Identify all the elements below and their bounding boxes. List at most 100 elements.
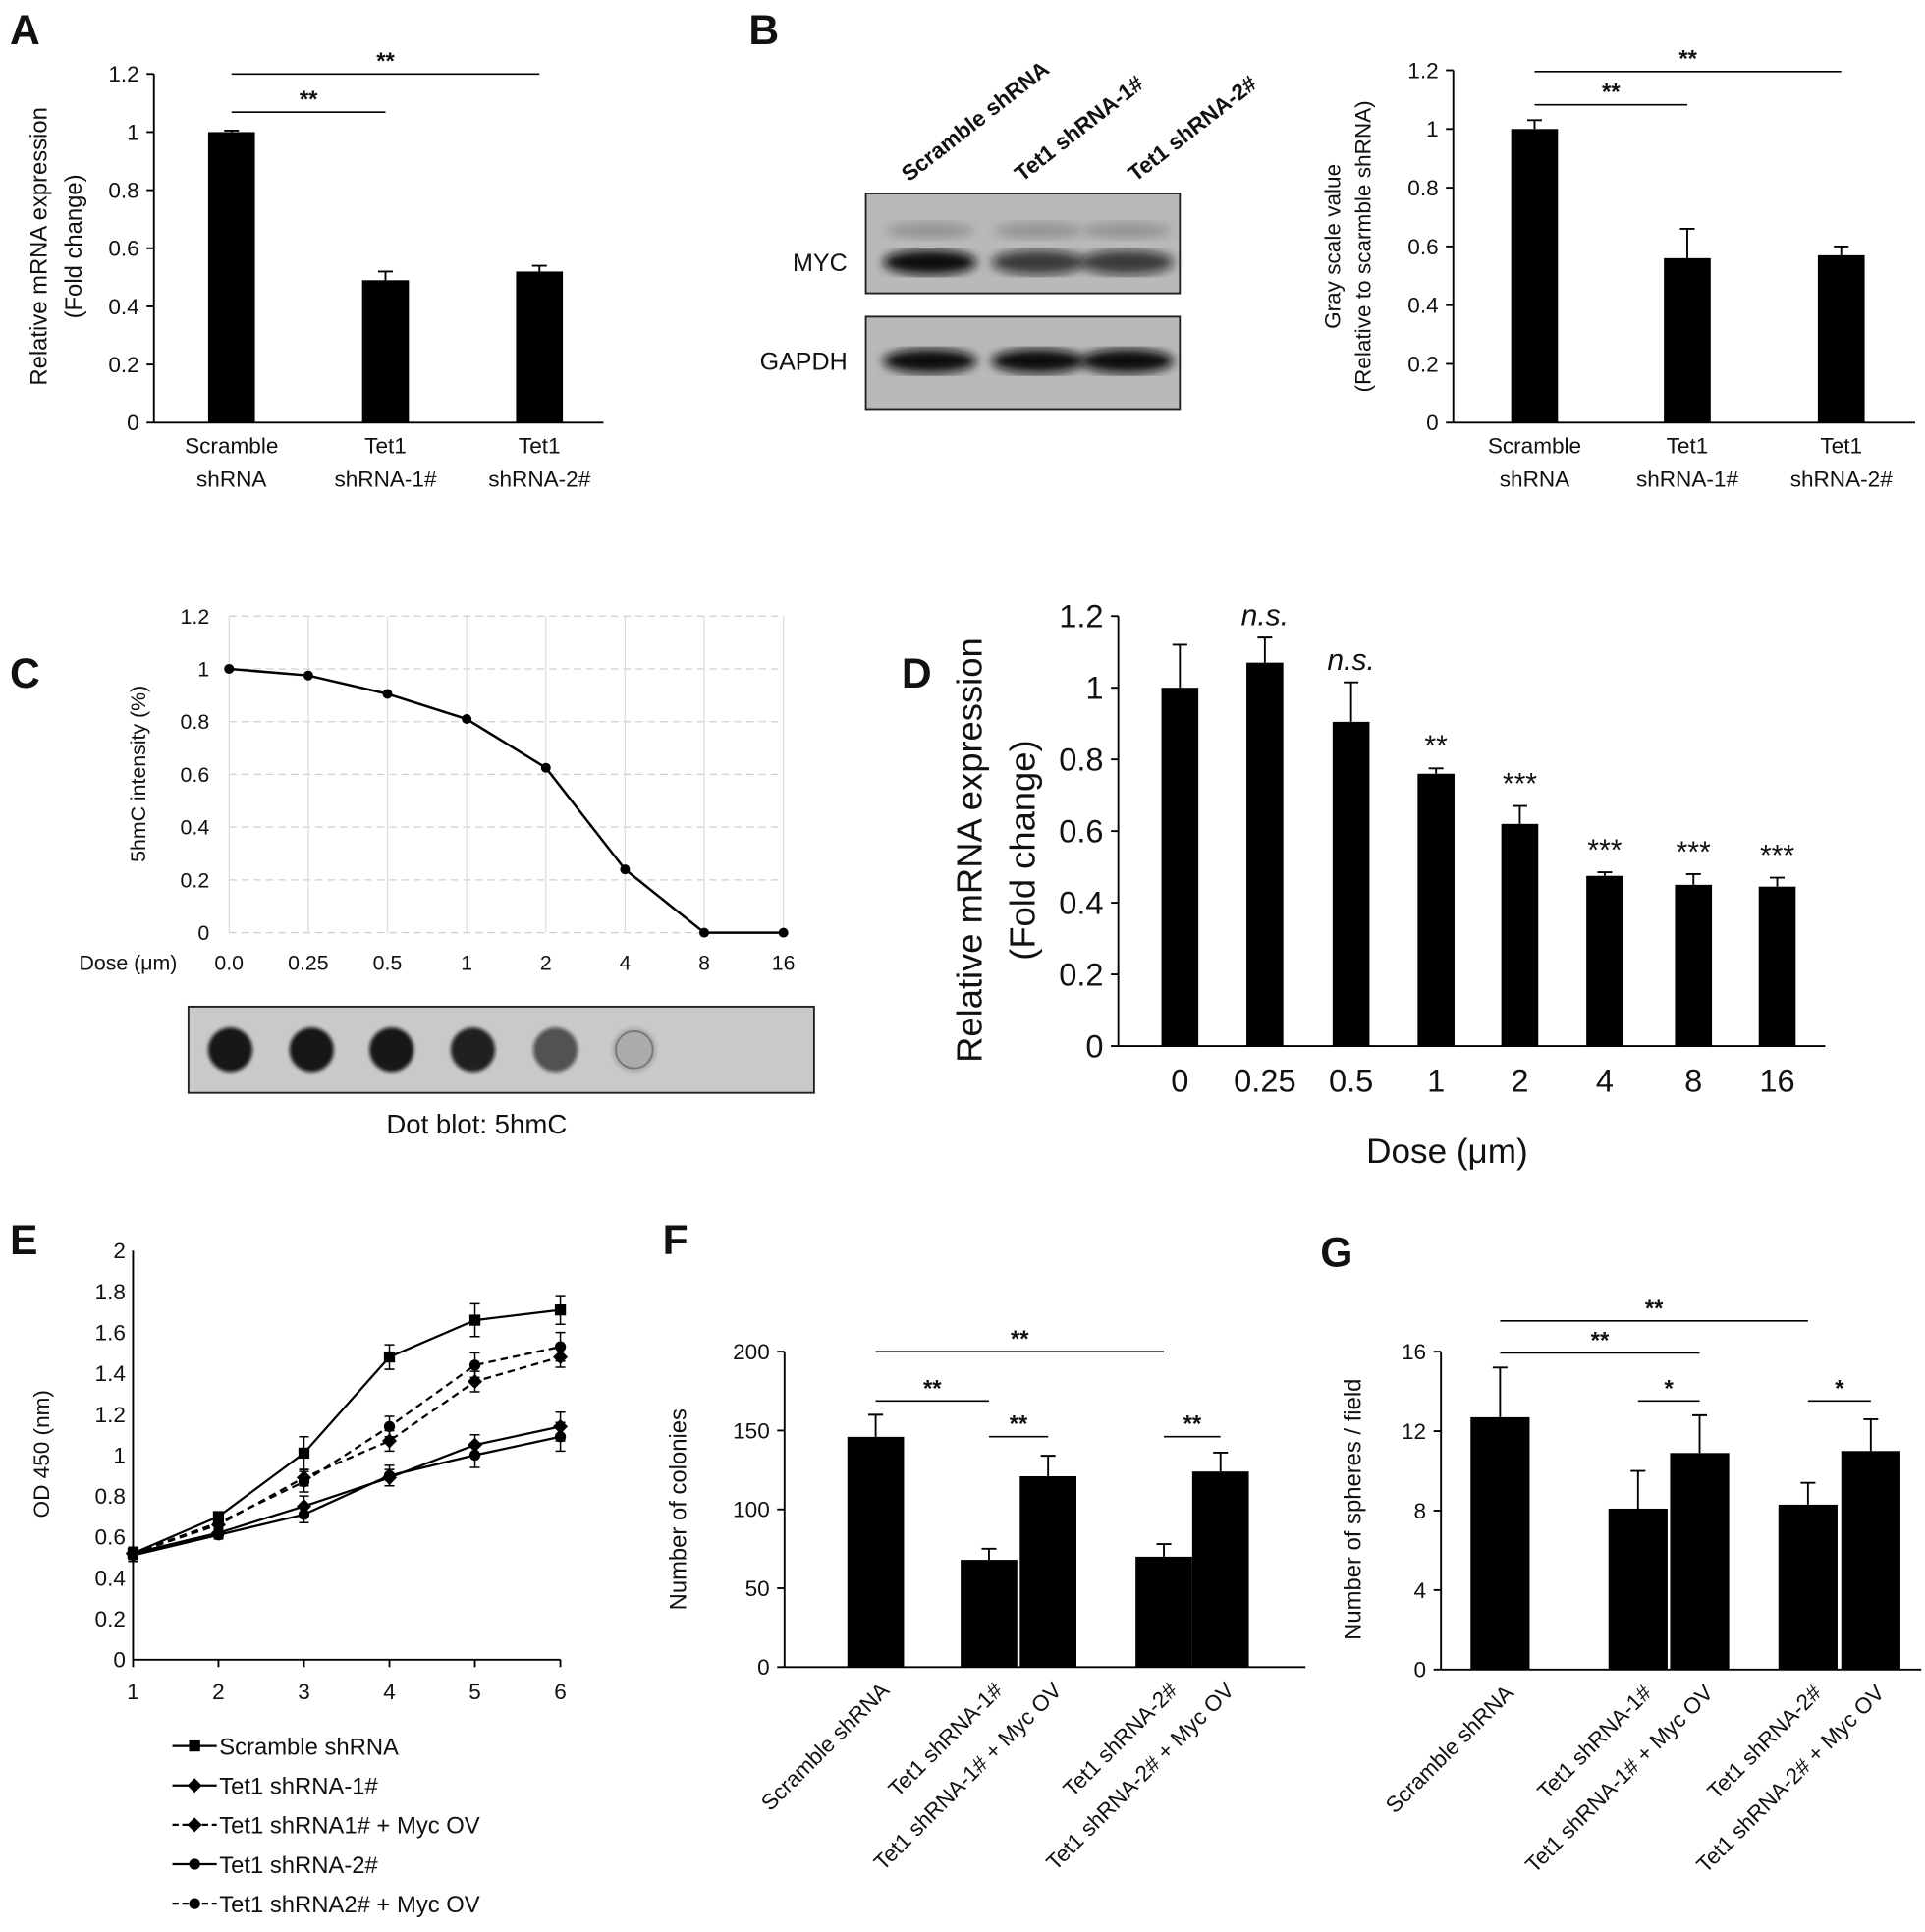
- dot: [612, 1027, 657, 1073]
- y-tick-label: 0.8: [1407, 176, 1438, 200]
- marker: [540, 762, 551, 773]
- x-tick-label: 2: [212, 1680, 225, 1704]
- marker: [212, 1517, 225, 1528]
- y-tick-label: 50: [745, 1576, 770, 1601]
- line: [133, 1346, 561, 1555]
- panel-letter: A: [10, 7, 40, 54]
- x-tick-label: 0.5: [1329, 1062, 1373, 1098]
- significance-label: **: [1424, 731, 1448, 763]
- error-bar: [1172, 643, 1187, 689]
- x-tick-label: 4: [383, 1680, 396, 1704]
- y-tick-label: 0: [1426, 411, 1439, 435]
- x-tick-label: 1: [1427, 1062, 1445, 1098]
- blot-band: [883, 249, 977, 275]
- x-tick-label: 16: [1759, 1062, 1794, 1098]
- significance-label: **: [1591, 1327, 1610, 1353]
- bar: [1019, 1475, 1076, 1668]
- error-bar: [1800, 1481, 1816, 1505]
- legend-marker: [189, 1739, 200, 1752]
- bar: [1664, 257, 1711, 423]
- y-tick-label: 1: [1085, 670, 1103, 706]
- x-tick-label: 0.25: [288, 951, 328, 974]
- bar: [1817, 254, 1865, 423]
- marker: [468, 1359, 481, 1371]
- y-tick-label: 12: [1402, 1419, 1426, 1444]
- blot-band: [1079, 349, 1175, 374]
- error-bar: [1213, 1451, 1229, 1472]
- significance-label: *: [1665, 1375, 1675, 1402]
- y-axis-label: Number of spheres / field: [1341, 1379, 1367, 1640]
- x-tick-label: 4: [619, 951, 631, 974]
- bar: [361, 280, 410, 423]
- line: [229, 667, 784, 934]
- x-axis-label: Dose (μm): [79, 951, 177, 974]
- legend-label: Tet1 shRNA1# + Myc OV: [219, 1813, 480, 1840]
- x-tick-label: 3: [298, 1680, 310, 1704]
- panel-letter: D: [902, 650, 932, 697]
- x-tick-label: 0.5: [373, 951, 403, 974]
- bar: [1501, 823, 1539, 1047]
- error-bar: [1492, 1366, 1508, 1417]
- blot-band: [885, 221, 974, 240]
- y-axis-label: Relative mRNA expression: [27, 107, 53, 385]
- y-tick-label: 200: [733, 1340, 770, 1364]
- dot: [369, 1027, 414, 1073]
- y-axis-label: (Fold change): [1002, 740, 1042, 960]
- y-tick-label: 0.2: [1059, 956, 1103, 992]
- y-tick-label: 1.8: [95, 1280, 126, 1304]
- legend-marker: [187, 1778, 202, 1794]
- y-tick-label: 0: [113, 1648, 126, 1673]
- significance-label: **: [1602, 80, 1621, 106]
- error-bar: [224, 130, 240, 133]
- error-bar: [1512, 804, 1527, 824]
- significance-label: ***: [1587, 835, 1622, 867]
- marker: [127, 1547, 139, 1560]
- marker: [554, 1431, 567, 1443]
- blot-band: [991, 349, 1085, 374]
- marker: [468, 1314, 481, 1326]
- y-tick-label: 1.2: [181, 605, 210, 629]
- line: [133, 1355, 561, 1555]
- y-tick-label: 0: [757, 1655, 770, 1680]
- significance-label: ***: [1760, 840, 1794, 872]
- y-tick-label: 0: [1085, 1027, 1103, 1064]
- significance-label: **: [1183, 1411, 1202, 1438]
- marker: [620, 864, 631, 875]
- legend-entry: Tet1 shRNA2# + Myc OV: [172, 1892, 480, 1918]
- y-axis-label: Number of colonies: [665, 1408, 691, 1610]
- y-tick-label: 0.4: [1407, 294, 1438, 318]
- bar: [1135, 1556, 1192, 1668]
- bar: [1608, 1508, 1668, 1670]
- significance-label: **: [1011, 1326, 1029, 1352]
- y-tick-label: 2: [113, 1239, 126, 1263]
- marker: [382, 689, 393, 699]
- y-tick-label: 0.6: [181, 763, 210, 787]
- blot-panel: [864, 193, 1182, 295]
- x-tick-label: 16: [772, 951, 796, 974]
- y-tick-label: 16: [1402, 1340, 1426, 1364]
- y-tick-label: 1: [1426, 117, 1439, 141]
- dot: [615, 1030, 654, 1070]
- bar: [207, 132, 255, 423]
- y-tick-label: 1.2: [1407, 58, 1438, 83]
- error-bar: [1428, 767, 1444, 774]
- marker: [224, 663, 235, 674]
- y-tick-label: 0.8: [95, 1484, 126, 1509]
- bar: [1778, 1504, 1838, 1670]
- error-bar: [1344, 681, 1359, 722]
- legend-label: Tet1 shRNA2# + Myc OV: [219, 1892, 480, 1918]
- blot-band: [991, 249, 1085, 275]
- panel-letter: F: [663, 1217, 688, 1264]
- panel-letter: G: [1320, 1230, 1352, 1277]
- legend-marker: [189, 1898, 200, 1909]
- error-bar: [1679, 228, 1695, 258]
- marker: [383, 1351, 396, 1363]
- y-tick-label: 0.4: [181, 816, 210, 840]
- y-tick-label: 0.4: [108, 295, 138, 319]
- y-tick-label: 0.2: [1407, 352, 1438, 376]
- y-tick-label: 4: [1414, 1578, 1427, 1603]
- y-tick-label: 1.2: [95, 1403, 126, 1427]
- x-tick-label: 2: [1511, 1062, 1528, 1098]
- x-tick-label: 4: [1596, 1062, 1614, 1098]
